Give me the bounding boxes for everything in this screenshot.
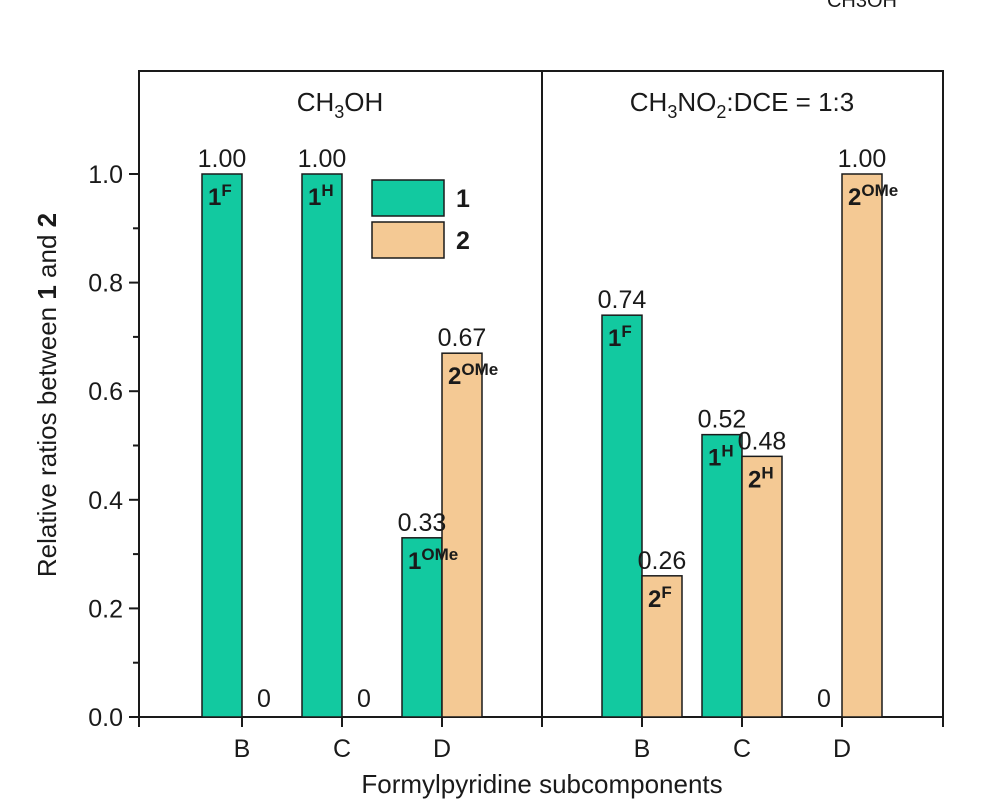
bar-compound-tag: 2OMe <box>848 181 898 211</box>
bar-series-1-C <box>301 173 343 718</box>
bar-compound-tag-sup: H <box>761 463 773 482</box>
bar-value-label: 0.67 <box>438 324 487 352</box>
bar-compound-tag-base: 2 <box>748 466 761 493</box>
bar-compound-tag-sup: OMe <box>461 360 498 379</box>
bar-series-1-D <box>401 537 443 718</box>
plot-frame <box>138 70 944 718</box>
bar-compound-tag: 2F <box>648 583 672 613</box>
y-tick-label: 0.4 <box>88 487 123 515</box>
bar-value-label: 0 <box>817 685 831 713</box>
x-axis-title: Formylpyridine subcomponents <box>361 769 722 799</box>
bar-compound-tag: 1H <box>308 181 334 211</box>
panel-title-part: CH <box>630 87 668 117</box>
clipped-corner-label: CH3OH <box>827 0 897 12</box>
bar-compound-tag-base: 1 <box>408 548 421 575</box>
y-tick-label: 0.6 <box>88 378 123 406</box>
panel-title: CH3NO2:DCE = 1:3 <box>630 87 855 122</box>
bar-compound-tag-base: 1 <box>608 325 621 352</box>
y-tick-label: 0.0 <box>88 704 123 732</box>
bar-value-label: 0.26 <box>638 547 687 575</box>
bar-series-2-D <box>841 173 883 718</box>
y-axis-title-part: 2 <box>32 213 62 227</box>
bar-series-1-B <box>201 173 243 718</box>
panel-title-part: CH <box>297 87 335 117</box>
titles-layer: CH3OH CH3NO2:DCE = 1:3 <box>297 87 855 122</box>
bar-compound-tag-sup: OMe <box>861 181 898 200</box>
clipped-corner-text-group: CH3OH <box>827 0 897 12</box>
bar-compound-tag-base: 2 <box>648 586 661 613</box>
bar-compound-tag: 1OMe <box>408 545 458 575</box>
bar-series-1-B <box>601 314 643 718</box>
panel-title: CH3OH <box>297 87 384 122</box>
legend-label: 1 <box>456 185 470 213</box>
bar-value-label: 1.00 <box>838 145 887 173</box>
bar-value-label: 0.33 <box>398 509 447 537</box>
bar-value-label: 0.52 <box>698 406 747 434</box>
legend-label: 2 <box>456 227 470 255</box>
value-labels-layer: 1.001F01.001H00.331OMe0.672OMe0.741F0.26… <box>198 145 899 713</box>
panel-title-part: :DCE = 1:3 <box>726 87 854 117</box>
bar-compound-tag-base: 1 <box>708 445 721 472</box>
bar-compound-tag-sup: OMe <box>421 545 458 564</box>
bar-compound-tag-base: 2 <box>848 184 861 211</box>
bar-compound-tag-base: 1 <box>308 184 321 211</box>
x-tick-label: B <box>634 735 651 763</box>
panel-title-subscript: 2 <box>716 102 726 122</box>
bar-compound-tag-base: 2 <box>448 363 461 390</box>
bar-series-2-C <box>741 455 783 718</box>
bar-compound-tag-sup: F <box>661 583 671 602</box>
bar-value-label: 1.00 <box>298 145 347 173</box>
bar-value-label: 1.00 <box>198 145 247 173</box>
legend: 12 <box>371 179 470 259</box>
bar-value-label: 0.74 <box>598 286 647 314</box>
panel-title-subscript: 3 <box>667 102 677 122</box>
x-axis: B C D B C D Formylpyridine subcomponents <box>138 717 944 799</box>
panel-title-subscript: 3 <box>334 102 344 122</box>
bar-value-label: 0.48 <box>738 427 787 455</box>
panel-title-part: NO <box>677 87 716 117</box>
y-tick-label: 0.2 <box>88 595 123 623</box>
legend-swatch-2 <box>371 221 445 259</box>
bar-series-2-D <box>441 352 483 718</box>
bars-layer <box>201 173 883 718</box>
x-tick-label: C <box>733 735 751 763</box>
y-axis-title-part: 1 <box>32 285 62 299</box>
y-tick-label: 0.8 <box>88 270 123 298</box>
y-axis-title-part: Relative ratios between <box>32 300 62 577</box>
bar-series-1-C <box>701 433 743 718</box>
bar-compound-tag-sup: F <box>621 322 631 341</box>
y-tick-label: 1.0 <box>88 161 123 189</box>
bar-compound-tag-sup: H <box>321 181 333 200</box>
x-tick-label: B <box>234 735 251 763</box>
bar-compound-tag-sup: H <box>721 442 733 461</box>
bar-compound-tag-base: 1 <box>208 184 221 211</box>
bar-compound-tag: 2H <box>748 463 774 493</box>
bar-compound-tag: 1F <box>208 181 232 211</box>
bar-compound-tag-sup: F <box>221 181 231 200</box>
bar-compound-tag: 1F <box>608 322 632 352</box>
y-axis-title-part: and <box>32 227 62 285</box>
y-axis-title: Relative ratios between 1 and 2 <box>32 213 62 577</box>
bar-compound-tag: 2OMe <box>448 360 498 390</box>
legend-swatch-1 <box>371 179 445 217</box>
x-tick-label: D <box>833 735 851 763</box>
x-tick-label: C <box>333 735 351 763</box>
bar-compound-tag: 1H <box>708 442 734 472</box>
x-tick-label: D <box>433 735 451 763</box>
panel-title-part: OH <box>344 87 383 117</box>
y-axis: 0.0 0.2 0.4 0.6 0.8 1.0 Relative ratios betwee… <box>32 161 139 732</box>
bar-value-label: 0 <box>257 685 271 713</box>
bar-value-label: 0 <box>357 685 371 713</box>
bar-series-2-B <box>641 575 683 718</box>
